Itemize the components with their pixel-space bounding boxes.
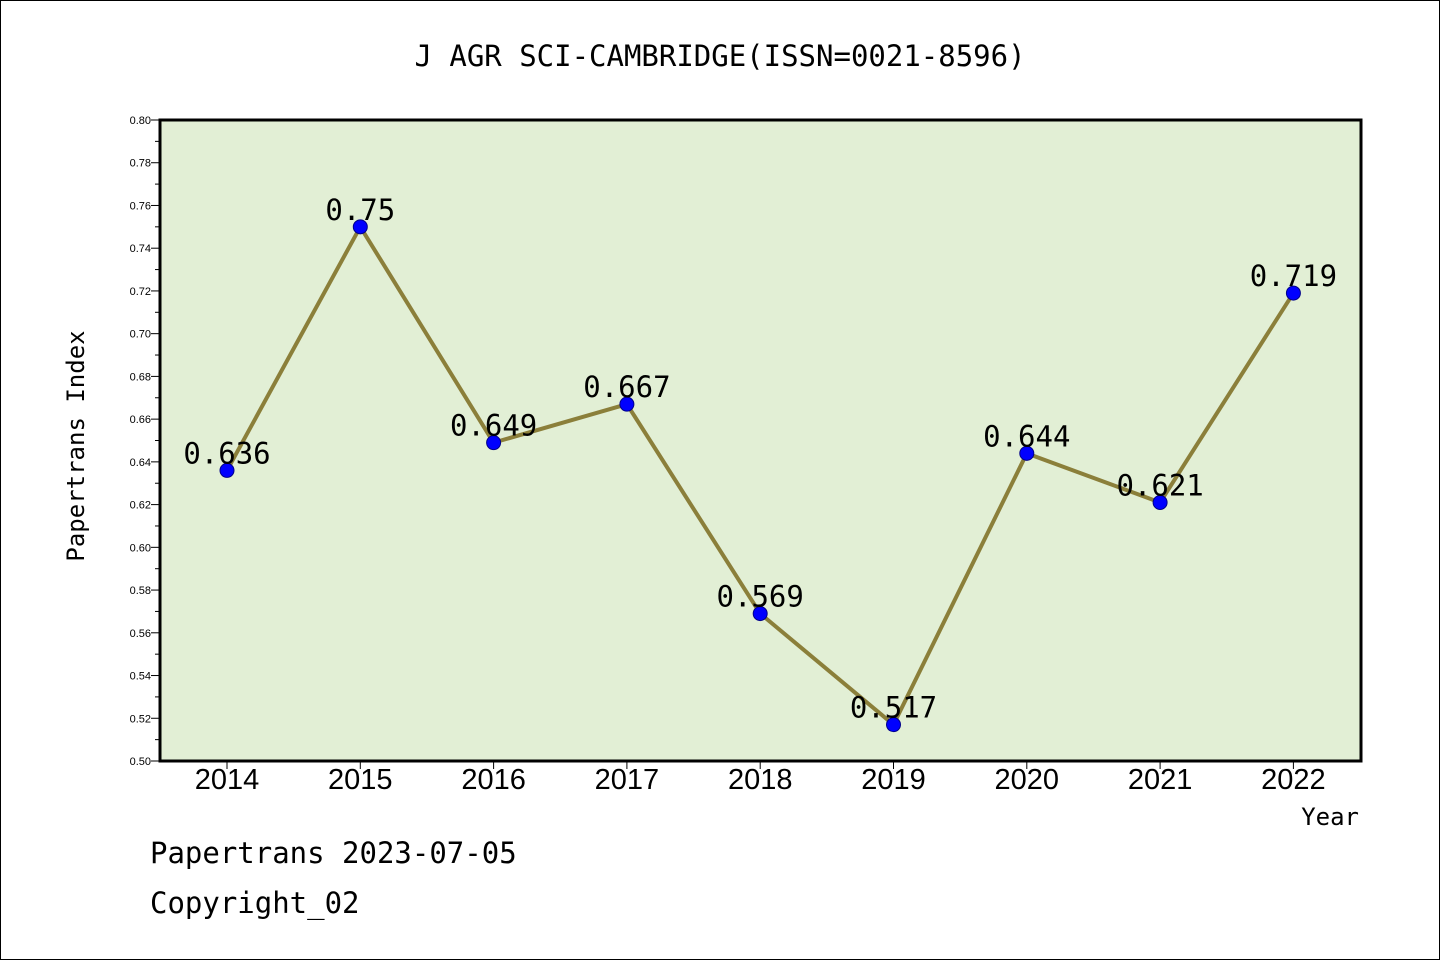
x-tick-label: 2021	[1128, 764, 1193, 796]
y-tick-label: 0.58	[130, 585, 151, 597]
data-label: 0.75	[325, 193, 395, 227]
y-axis: 0.50 0.52 0.54 0.56 0.58 0.60 0.62 0.64 0.66 0.68…	[130, 115, 160, 768]
y-tick-label: 0.56	[130, 628, 151, 640]
y-axis-label: Papertrans Index	[62, 330, 90, 561]
data-point	[1019, 445, 1035, 461]
data-point	[352, 219, 368, 235]
y-tick-label: 0.72	[130, 286, 151, 298]
footer-copyright: Copyright_02	[150, 886, 360, 921]
x-tick-label: 2016	[461, 764, 526, 796]
data-label: 0.569	[717, 580, 804, 614]
x-tick-label: 2015	[328, 764, 393, 796]
chart-title: J AGR SCI-CAMBRIDGE(ISSN=0021-8596)	[414, 39, 1025, 73]
data-label: 0.621	[1116, 468, 1203, 502]
y-tick-label: 0.78	[130, 158, 151, 170]
y-tick-label: 0.68	[130, 371, 151, 383]
x-axis-label: Year	[1301, 803, 1359, 831]
data-point	[1285, 285, 1301, 301]
y-tick-label: 0.80	[130, 115, 151, 127]
data-point	[619, 396, 635, 412]
data-label: 0.667	[583, 370, 670, 404]
data-label: 0.719	[1250, 259, 1337, 293]
data-label: 0.636	[183, 436, 270, 470]
x-axis: 2014 2015 2016 2017 2018 2019 2020 2021 2022	[195, 761, 1326, 796]
data-label: 0.644	[983, 419, 1070, 453]
y-tick-label: 0.74	[130, 243, 151, 255]
y-tick-label: 0.54	[130, 671, 151, 683]
y-tick-label: 0.76	[130, 200, 151, 212]
y-tick-label: 0.60	[130, 542, 151, 554]
x-tick-label: 2022	[1261, 764, 1326, 796]
data-point	[486, 435, 502, 451]
y-tick-label: 0.52	[130, 713, 151, 725]
y-tick-label: 0.70	[130, 329, 151, 341]
y-tick-label: 0.64	[130, 457, 151, 469]
x-tick-label: 2019	[861, 764, 926, 796]
x-tick-label: 2018	[728, 764, 793, 796]
y-tick-label: 0.62	[130, 500, 151, 512]
x-tick-label: 2017	[595, 764, 660, 796]
x-tick-label: 2020	[995, 764, 1060, 796]
data-point	[886, 717, 901, 733]
data-point	[219, 462, 235, 478]
data-label: 0.517	[850, 691, 937, 725]
series-markers	[219, 219, 1301, 733]
y-tick-label: 0.50	[130, 756, 151, 768]
footer-date: Papertrans 2023-07-05	[150, 836, 517, 870]
y-tick-label: 0.66	[130, 414, 151, 426]
data-point	[752, 606, 768, 622]
data-point	[1152, 494, 1168, 510]
data-label: 0.649	[450, 409, 537, 443]
x-tick-label: 2014	[195, 764, 260, 796]
data-labels: 0.636 0.75 0.649 0.667 0.569 0.517 0.644 0.621 0…	[183, 193, 1337, 725]
